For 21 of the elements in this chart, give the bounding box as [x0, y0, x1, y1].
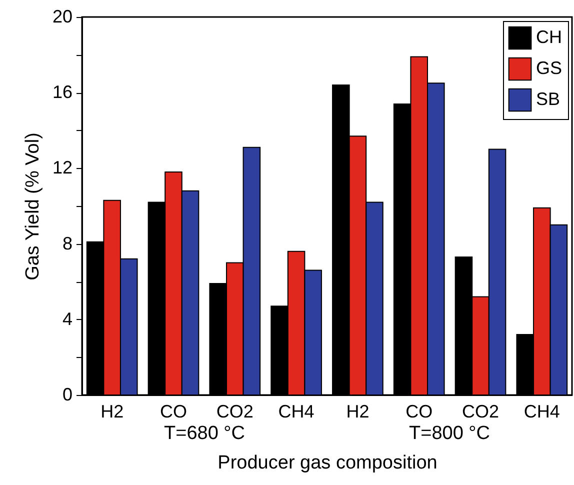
y-tick-label: 8 — [62, 233, 72, 254]
x-tick-label: CO2 — [462, 402, 500, 422]
x-tick-label: H2 — [346, 402, 370, 422]
legend-label: CH — [536, 27, 562, 47]
x-tick-label: CO — [406, 402, 433, 422]
text: T=800 °C — [408, 423, 490, 445]
x-tick-label: H2 — [100, 402, 124, 422]
y-tick-label: 4 — [62, 308, 72, 329]
y-tick-label: 0 — [62, 384, 72, 404]
x-tick-label: CO2 — [216, 402, 254, 422]
y-tick-label: 16 — [52, 82, 72, 102]
y-axis-title: Gas Yield (% Vol) — [22, 132, 44, 280]
y-tick-label: 12 — [52, 158, 72, 178]
y-tick-label: 20 — [52, 6, 72, 26]
x-tick-label: CH4 — [524, 402, 560, 422]
legend-label: SB — [536, 89, 560, 109]
x-tick-label: CH4 — [278, 402, 314, 422]
text: T=680 °C — [164, 423, 246, 445]
x-axis-title: Producer gas composition — [218, 452, 438, 474]
x-tick-label: CO — [160, 402, 187, 422]
legend-label: GS — [536, 58, 562, 78]
